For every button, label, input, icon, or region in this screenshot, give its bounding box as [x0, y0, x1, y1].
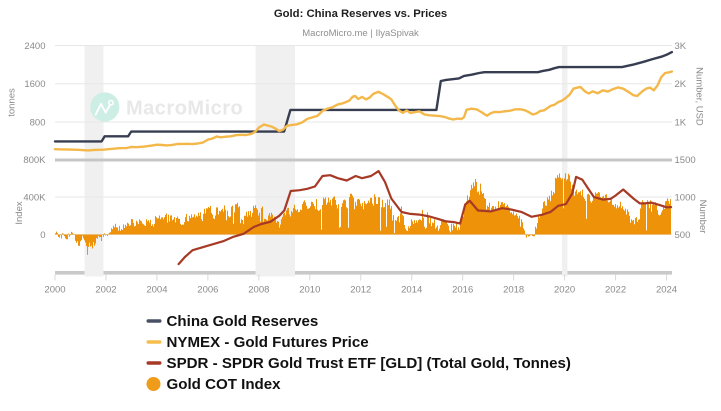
svg-text:2014: 2014 — [401, 285, 422, 296]
svg-text:500: 500 — [675, 230, 691, 241]
svg-text:SPDR - SPDR Gold Trust ETF [GL: SPDR - SPDR Gold Trust ETF [GLD] (Total … — [167, 355, 571, 372]
svg-text:2010: 2010 — [299, 285, 320, 296]
svg-text:400K: 400K — [23, 192, 46, 203]
svg-text:2022: 2022 — [605, 285, 626, 296]
svg-text:1500: 1500 — [675, 155, 696, 166]
svg-text:1000: 1000 — [675, 192, 696, 203]
svg-text:2012: 2012 — [350, 285, 371, 296]
svg-text:2016: 2016 — [452, 285, 473, 296]
svg-text:China Gold Reserves: China Gold Reserves — [167, 313, 319, 330]
svg-text:2018: 2018 — [503, 285, 524, 296]
svg-text:2400: 2400 — [24, 41, 45, 52]
svg-text:NYMEX - Gold Futures Price: NYMEX - Gold Futures Price — [167, 334, 369, 351]
svg-text:MacroMicro: MacroMicro — [126, 98, 243, 120]
svg-text:2006: 2006 — [197, 285, 218, 296]
svg-text:2000: 2000 — [44, 285, 65, 296]
svg-text:Gold: China Reserves vs. Price: Gold: China Reserves vs. Prices — [274, 8, 447, 20]
svg-text:1K: 1K — [675, 117, 687, 128]
svg-text:0: 0 — [40, 230, 45, 241]
svg-text:2008: 2008 — [248, 285, 269, 296]
svg-text:2002: 2002 — [95, 285, 116, 296]
svg-text:800K: 800K — [23, 155, 46, 166]
svg-text:Index: Index — [14, 201, 25, 224]
svg-text:2004: 2004 — [146, 285, 167, 296]
svg-text:800: 800 — [30, 117, 46, 128]
svg-text:tonnes: tonnes — [7, 88, 18, 117]
svg-text:1600: 1600 — [24, 79, 45, 90]
svg-text:Gold COT Index: Gold COT Index — [167, 376, 282, 393]
svg-text:2K: 2K — [675, 79, 687, 90]
svg-text:Number, USD: Number, USD — [693, 67, 704, 126]
svg-text:2020: 2020 — [554, 285, 575, 296]
svg-text:Number: Number — [697, 200, 708, 234]
svg-text:3K: 3K — [675, 41, 687, 52]
svg-text:MacroMicro.me | IlyaSpivak: MacroMicro.me | IlyaSpivak — [302, 28, 419, 39]
svg-text:2024: 2024 — [656, 285, 677, 296]
